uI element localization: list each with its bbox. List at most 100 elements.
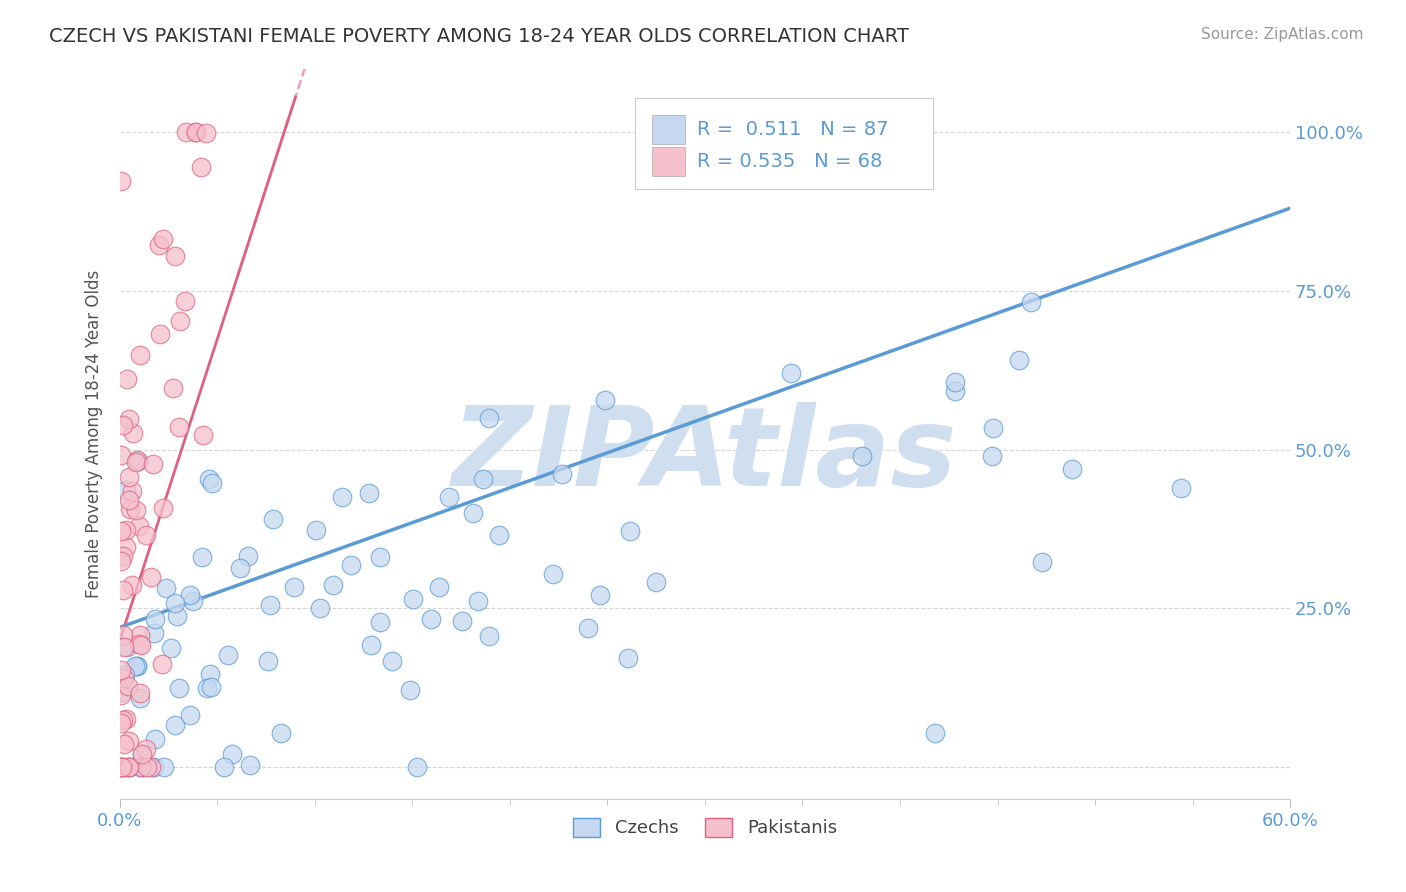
Point bbox=[142, 457, 165, 471]
Point bbox=[139, 570, 162, 584]
Point bbox=[111, 628, 134, 642]
Text: R =  0.511   N = 87: R = 0.511 N = 87 bbox=[697, 120, 889, 138]
Point bbox=[198, 471, 221, 485]
Y-axis label: Female Poverty Among 18-24 Year Olds: Female Poverty Among 18-24 Year Olds bbox=[86, 269, 103, 598]
Point bbox=[239, 758, 262, 772]
Point bbox=[111, 713, 134, 727]
Point bbox=[283, 580, 305, 594]
Point bbox=[163, 596, 186, 610]
Point bbox=[110, 554, 132, 568]
Point bbox=[118, 734, 141, 748]
Point bbox=[114, 712, 136, 726]
Point bbox=[117, 372, 139, 386]
Point bbox=[360, 638, 382, 652]
Point bbox=[1031, 555, 1053, 569]
Point bbox=[111, 685, 134, 699]
Point bbox=[111, 549, 134, 564]
Point bbox=[112, 672, 135, 686]
Point bbox=[576, 621, 599, 635]
Point bbox=[149, 327, 172, 342]
Point bbox=[471, 472, 494, 486]
Point bbox=[150, 657, 173, 672]
Point bbox=[645, 574, 668, 589]
Point bbox=[478, 629, 501, 643]
Point bbox=[135, 760, 157, 774]
Point bbox=[308, 601, 330, 615]
Point bbox=[117, 679, 139, 693]
Point bbox=[110, 760, 132, 774]
Point bbox=[118, 502, 141, 516]
Point bbox=[589, 589, 612, 603]
Point bbox=[238, 549, 260, 564]
Point bbox=[1008, 352, 1031, 367]
Point bbox=[198, 667, 221, 681]
Point bbox=[420, 612, 443, 626]
Point bbox=[201, 476, 224, 491]
Point bbox=[1062, 461, 1084, 475]
Point bbox=[121, 578, 143, 592]
Point bbox=[179, 707, 201, 722]
Point bbox=[340, 558, 363, 572]
Point bbox=[541, 567, 564, 582]
FancyBboxPatch shape bbox=[652, 146, 685, 176]
Point bbox=[169, 420, 191, 434]
Point bbox=[110, 760, 132, 774]
Point bbox=[427, 580, 450, 594]
Point bbox=[217, 648, 239, 662]
Point bbox=[118, 469, 141, 483]
FancyBboxPatch shape bbox=[652, 114, 685, 144]
Point bbox=[259, 598, 281, 612]
Point bbox=[148, 238, 170, 252]
Point bbox=[1170, 481, 1192, 495]
Point bbox=[152, 232, 174, 246]
Point bbox=[110, 688, 132, 702]
Point bbox=[124, 659, 146, 673]
Point bbox=[114, 667, 136, 681]
Point bbox=[125, 659, 148, 673]
Point bbox=[142, 760, 165, 774]
Point bbox=[128, 690, 150, 705]
Point bbox=[174, 125, 197, 139]
Point bbox=[943, 375, 966, 389]
Text: CZECH VS PAKISTANI FEMALE POVERTY AMONG 18-24 YEAR OLDS CORRELATION CHART: CZECH VS PAKISTANI FEMALE POVERTY AMONG … bbox=[49, 27, 910, 45]
Point bbox=[118, 760, 141, 774]
Point bbox=[132, 760, 155, 774]
Point bbox=[129, 627, 152, 641]
Text: ZIPAtlas: ZIPAtlas bbox=[453, 402, 957, 509]
Point bbox=[110, 716, 132, 731]
Point bbox=[160, 640, 183, 655]
Point bbox=[595, 392, 617, 407]
Point bbox=[478, 411, 501, 425]
Point bbox=[111, 760, 134, 774]
Point bbox=[129, 760, 152, 774]
Point bbox=[943, 384, 966, 398]
Point bbox=[112, 737, 135, 751]
Point bbox=[270, 726, 292, 740]
Point bbox=[115, 540, 138, 554]
Point bbox=[322, 578, 344, 592]
Point bbox=[1019, 295, 1042, 310]
Point bbox=[980, 449, 1002, 463]
Point bbox=[125, 659, 148, 673]
Point bbox=[125, 502, 148, 516]
Point bbox=[221, 747, 243, 761]
Point bbox=[114, 483, 136, 498]
Point bbox=[118, 760, 141, 774]
Point bbox=[330, 490, 353, 504]
Point bbox=[162, 381, 184, 395]
Legend: Czechs, Pakistanis: Czechs, Pakistanis bbox=[565, 811, 844, 845]
Point bbox=[110, 448, 132, 462]
Point bbox=[368, 615, 391, 629]
Point bbox=[488, 528, 510, 542]
Point bbox=[135, 527, 157, 541]
Point bbox=[619, 524, 641, 538]
Point bbox=[405, 760, 427, 774]
Point bbox=[191, 550, 214, 565]
Point bbox=[163, 249, 186, 263]
Point bbox=[370, 549, 392, 564]
Point bbox=[131, 748, 153, 763]
Point bbox=[110, 174, 132, 188]
Point bbox=[153, 760, 176, 774]
Point bbox=[257, 654, 280, 668]
Point bbox=[152, 500, 174, 515]
